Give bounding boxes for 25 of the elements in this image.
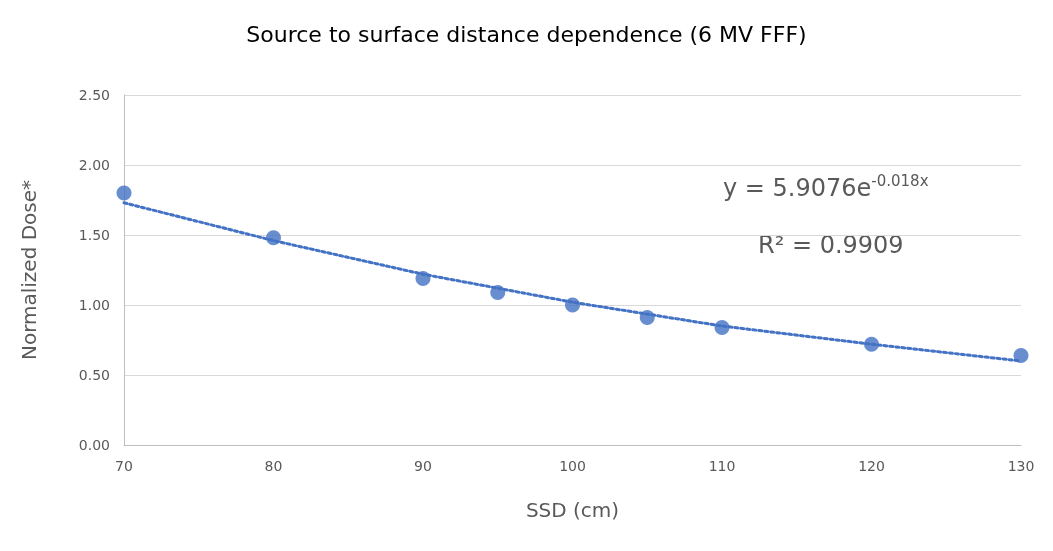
y-axis-title: Normalized Dose* — [17, 179, 41, 361]
y-tick-label: 1.50 — [78, 227, 110, 243]
x-tick-label: 120 — [858, 458, 885, 474]
y-tick-label: 2.50 — [78, 87, 110, 103]
point — [116, 185, 132, 201]
point — [1013, 347, 1029, 363]
point — [714, 319, 730, 335]
x-tick-label: 90 — [414, 458, 432, 474]
point — [639, 310, 655, 326]
point — [490, 284, 506, 300]
y-tick-label: 0.50 — [78, 367, 110, 383]
x-tick-label: 130 — [1007, 458, 1035, 474]
point — [415, 270, 431, 286]
x-axis-title: SSD (cm) — [525, 498, 620, 522]
x-tick-label: 100 — [559, 458, 586, 474]
x-tick-label: 110 — [708, 458, 736, 474]
y-tick-label: 0.00 — [78, 437, 110, 453]
point — [266, 230, 281, 246]
y-tick-label: 1.00 — [78, 297, 110, 313]
x-tick-label: 80 — [264, 458, 283, 474]
y-tick-label: 2.00 — [78, 157, 110, 173]
point — [864, 336, 879, 352]
point — [565, 297, 580, 313]
x-tick-label: 70 — [115, 458, 133, 474]
chart-title: Source to surface distance dependence (6 MV FFF) — [246, 21, 807, 47]
